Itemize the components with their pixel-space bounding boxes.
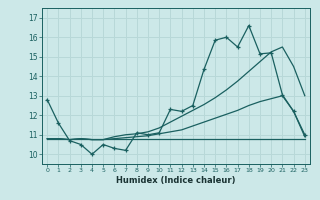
X-axis label: Humidex (Indice chaleur): Humidex (Indice chaleur) xyxy=(116,176,236,185)
